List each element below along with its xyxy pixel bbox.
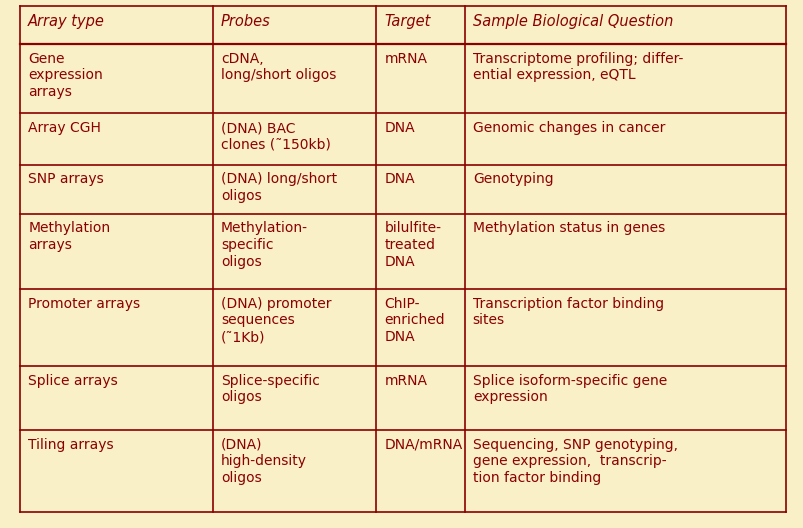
- Text: Genomic changes in cancer: Genomic changes in cancer: [472, 121, 664, 135]
- Text: Methylation-
specific
oligos: Methylation- specific oligos: [221, 221, 308, 269]
- Text: DNA/mRNA: DNA/mRNA: [384, 438, 462, 451]
- Text: Promoter arrays: Promoter arrays: [28, 297, 140, 310]
- Text: Methylation
arrays: Methylation arrays: [28, 221, 110, 252]
- Text: Splice arrays: Splice arrays: [28, 374, 118, 388]
- Text: Tiling arrays: Tiling arrays: [28, 438, 113, 451]
- Text: DNA: DNA: [384, 121, 414, 135]
- Text: Transcriptome profiling; differ-
ential expression, eQTL: Transcriptome profiling; differ- ential …: [472, 52, 683, 82]
- Text: mRNA: mRNA: [384, 52, 426, 65]
- Text: Transcription factor binding
sites: Transcription factor binding sites: [472, 297, 663, 327]
- Text: Target: Target: [384, 14, 430, 29]
- Text: Sample Biological Question: Sample Biological Question: [472, 14, 672, 29]
- Text: bilulfite-
treated
DNA: bilulfite- treated DNA: [384, 221, 441, 269]
- Text: Gene
expression
arrays: Gene expression arrays: [28, 52, 103, 99]
- Text: Splice-specific
oligos: Splice-specific oligos: [221, 374, 320, 404]
- Text: SNP arrays: SNP arrays: [28, 173, 104, 186]
- Text: (DNA) BAC
clones (˜150kb): (DNA) BAC clones (˜150kb): [221, 121, 331, 152]
- Text: Probes: Probes: [221, 14, 271, 29]
- Text: Methylation status in genes: Methylation status in genes: [472, 221, 664, 235]
- Text: Sequencing, SNP genotyping,
gene expression,  transcrip-
tion factor binding: Sequencing, SNP genotyping, gene express…: [472, 438, 677, 485]
- Text: Splice isoform-specific gene
expression: Splice isoform-specific gene expression: [472, 374, 666, 404]
- Text: (DNA) long/short
oligos: (DNA) long/short oligos: [221, 173, 336, 203]
- Text: Array CGH: Array CGH: [28, 121, 101, 135]
- Text: ChIP-
enriched
DNA: ChIP- enriched DNA: [384, 297, 444, 344]
- Text: Genotyping: Genotyping: [472, 173, 552, 186]
- Text: cDNA,
long/short oligos: cDNA, long/short oligos: [221, 52, 336, 82]
- Text: DNA: DNA: [384, 173, 414, 186]
- Text: mRNA: mRNA: [384, 374, 426, 388]
- Text: (DNA) promoter
sequences
(˜1Kb): (DNA) promoter sequences (˜1Kb): [221, 297, 331, 344]
- Text: Array type: Array type: [28, 14, 105, 29]
- Text: (DNA)
high-density
oligos: (DNA) high-density oligos: [221, 438, 307, 485]
